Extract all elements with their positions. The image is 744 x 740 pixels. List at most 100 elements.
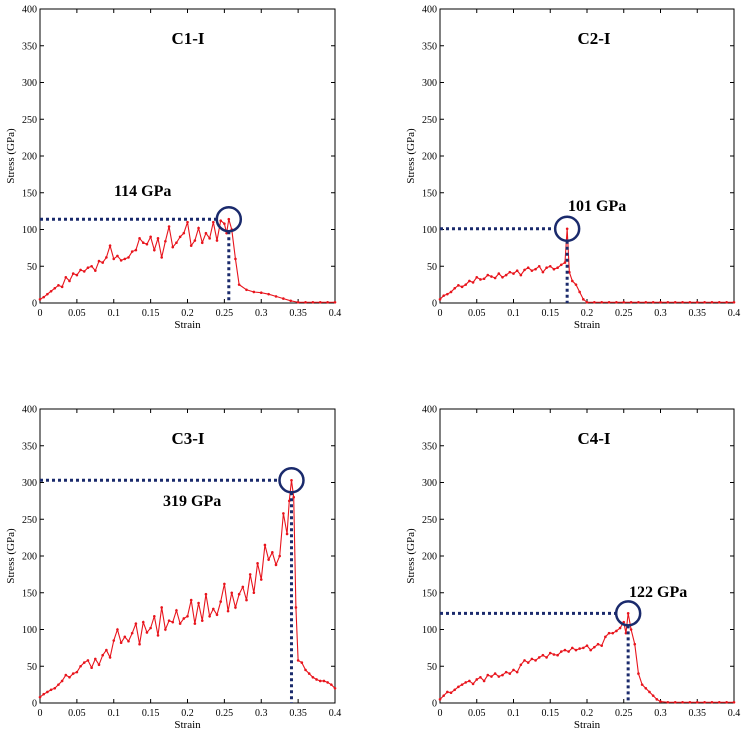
data-point [501,673,504,677]
y-axis-label: Stress (GPa) [5,128,17,184]
peak-circle [215,205,243,233]
data-point [508,672,512,675]
data-point [42,295,45,299]
data-point [127,256,130,259]
data-point [49,289,53,293]
data-point [530,269,534,272]
data-point [326,681,329,684]
data-point [486,273,490,277]
data-point [290,478,293,482]
data-point [449,691,453,695]
data-point [145,242,149,246]
data-point [108,244,112,247]
chart-panel-c4-i: 0 0.05 0.1 0.15 0.2 0.25 0.3 0.35 0.4 0 50 100 150 20… [405,405,740,732]
data-point [278,554,281,558]
data-point [300,661,304,664]
x-tick-label: 0.25 [615,308,633,319]
data-point [493,672,497,675]
data-point [134,622,138,625]
data-point [237,283,241,286]
data-point [318,679,322,683]
data-point [186,220,189,224]
data-point [515,269,519,272]
data-point [703,300,706,304]
data-point [545,266,548,270]
data-point [101,261,104,264]
data-point [534,659,537,662]
data-point [212,607,215,611]
data-point [57,683,60,686]
data-point [695,300,699,304]
data-point [245,288,248,292]
x-tick-label: 0.4 [728,308,741,319]
data-point [252,290,256,294]
data-point [460,683,464,686]
data-point [237,592,241,596]
x-tick-label: 0.25 [615,708,633,719]
y-tick-label: 300 [22,478,37,489]
data-point [134,248,138,252]
data-point [618,626,622,630]
data-point [457,284,460,287]
data-point [666,700,670,704]
x-tick-label: 0.3 [255,708,268,719]
data-point [571,279,574,283]
data-point [556,653,559,657]
data-point [248,573,252,576]
series-line [39,219,335,303]
chart-panel-c1-i: 0 0.05 0.1 0.15 0.2 0.25 0.3 0.35 0.4 0 50 100 150 20… [5,5,341,332]
data-point [153,248,156,252]
data-point [637,672,640,675]
data-point [186,614,189,618]
data-point [189,598,193,602]
data-point [289,299,293,303]
data-point [296,659,300,662]
data-point [79,268,82,272]
data-point [585,644,589,647]
data-point [493,276,497,280]
data-point [108,656,112,659]
y-tick-label: 150 [22,588,37,599]
data-point [644,687,648,690]
data-point [46,690,49,694]
data-point [571,646,574,650]
data-point [274,563,278,567]
data-point [475,678,479,681]
data-point [453,688,457,692]
x-tick-label: 0.15 [542,308,560,319]
data-point [200,619,204,622]
data-point [438,698,442,701]
y-tick-label: 0 [432,699,437,710]
panel-title: C3-I [171,429,204,448]
x-tick-label: 0.2 [581,708,594,719]
y-tick-label: 50 [427,262,437,273]
data-point [226,609,230,613]
data-point [197,226,200,230]
data-point [688,300,692,304]
data-point [259,578,263,581]
data-point [615,300,618,304]
data-point [659,700,662,703]
x-tick-label: 0.15 [542,708,560,719]
data-point [479,675,482,679]
data-point [60,285,64,289]
y-tick-label: 100 [422,225,437,236]
data-point [223,582,226,586]
data-point [322,679,326,683]
peak-value-label: 319 GPa [163,493,221,510]
data-point [282,297,285,300]
data-point [471,281,475,284]
data-point [666,300,670,304]
data-point [112,257,116,261]
data-point [607,631,611,635]
data-point [681,700,684,704]
data-point [600,644,603,647]
data-point [178,235,182,239]
panel-title: C4-I [577,429,610,448]
data-point [582,298,585,301]
y-tick-label: 0 [32,699,37,710]
data-point [471,682,475,686]
data-point [508,270,512,274]
data-point [446,292,449,296]
data-point [673,700,677,704]
